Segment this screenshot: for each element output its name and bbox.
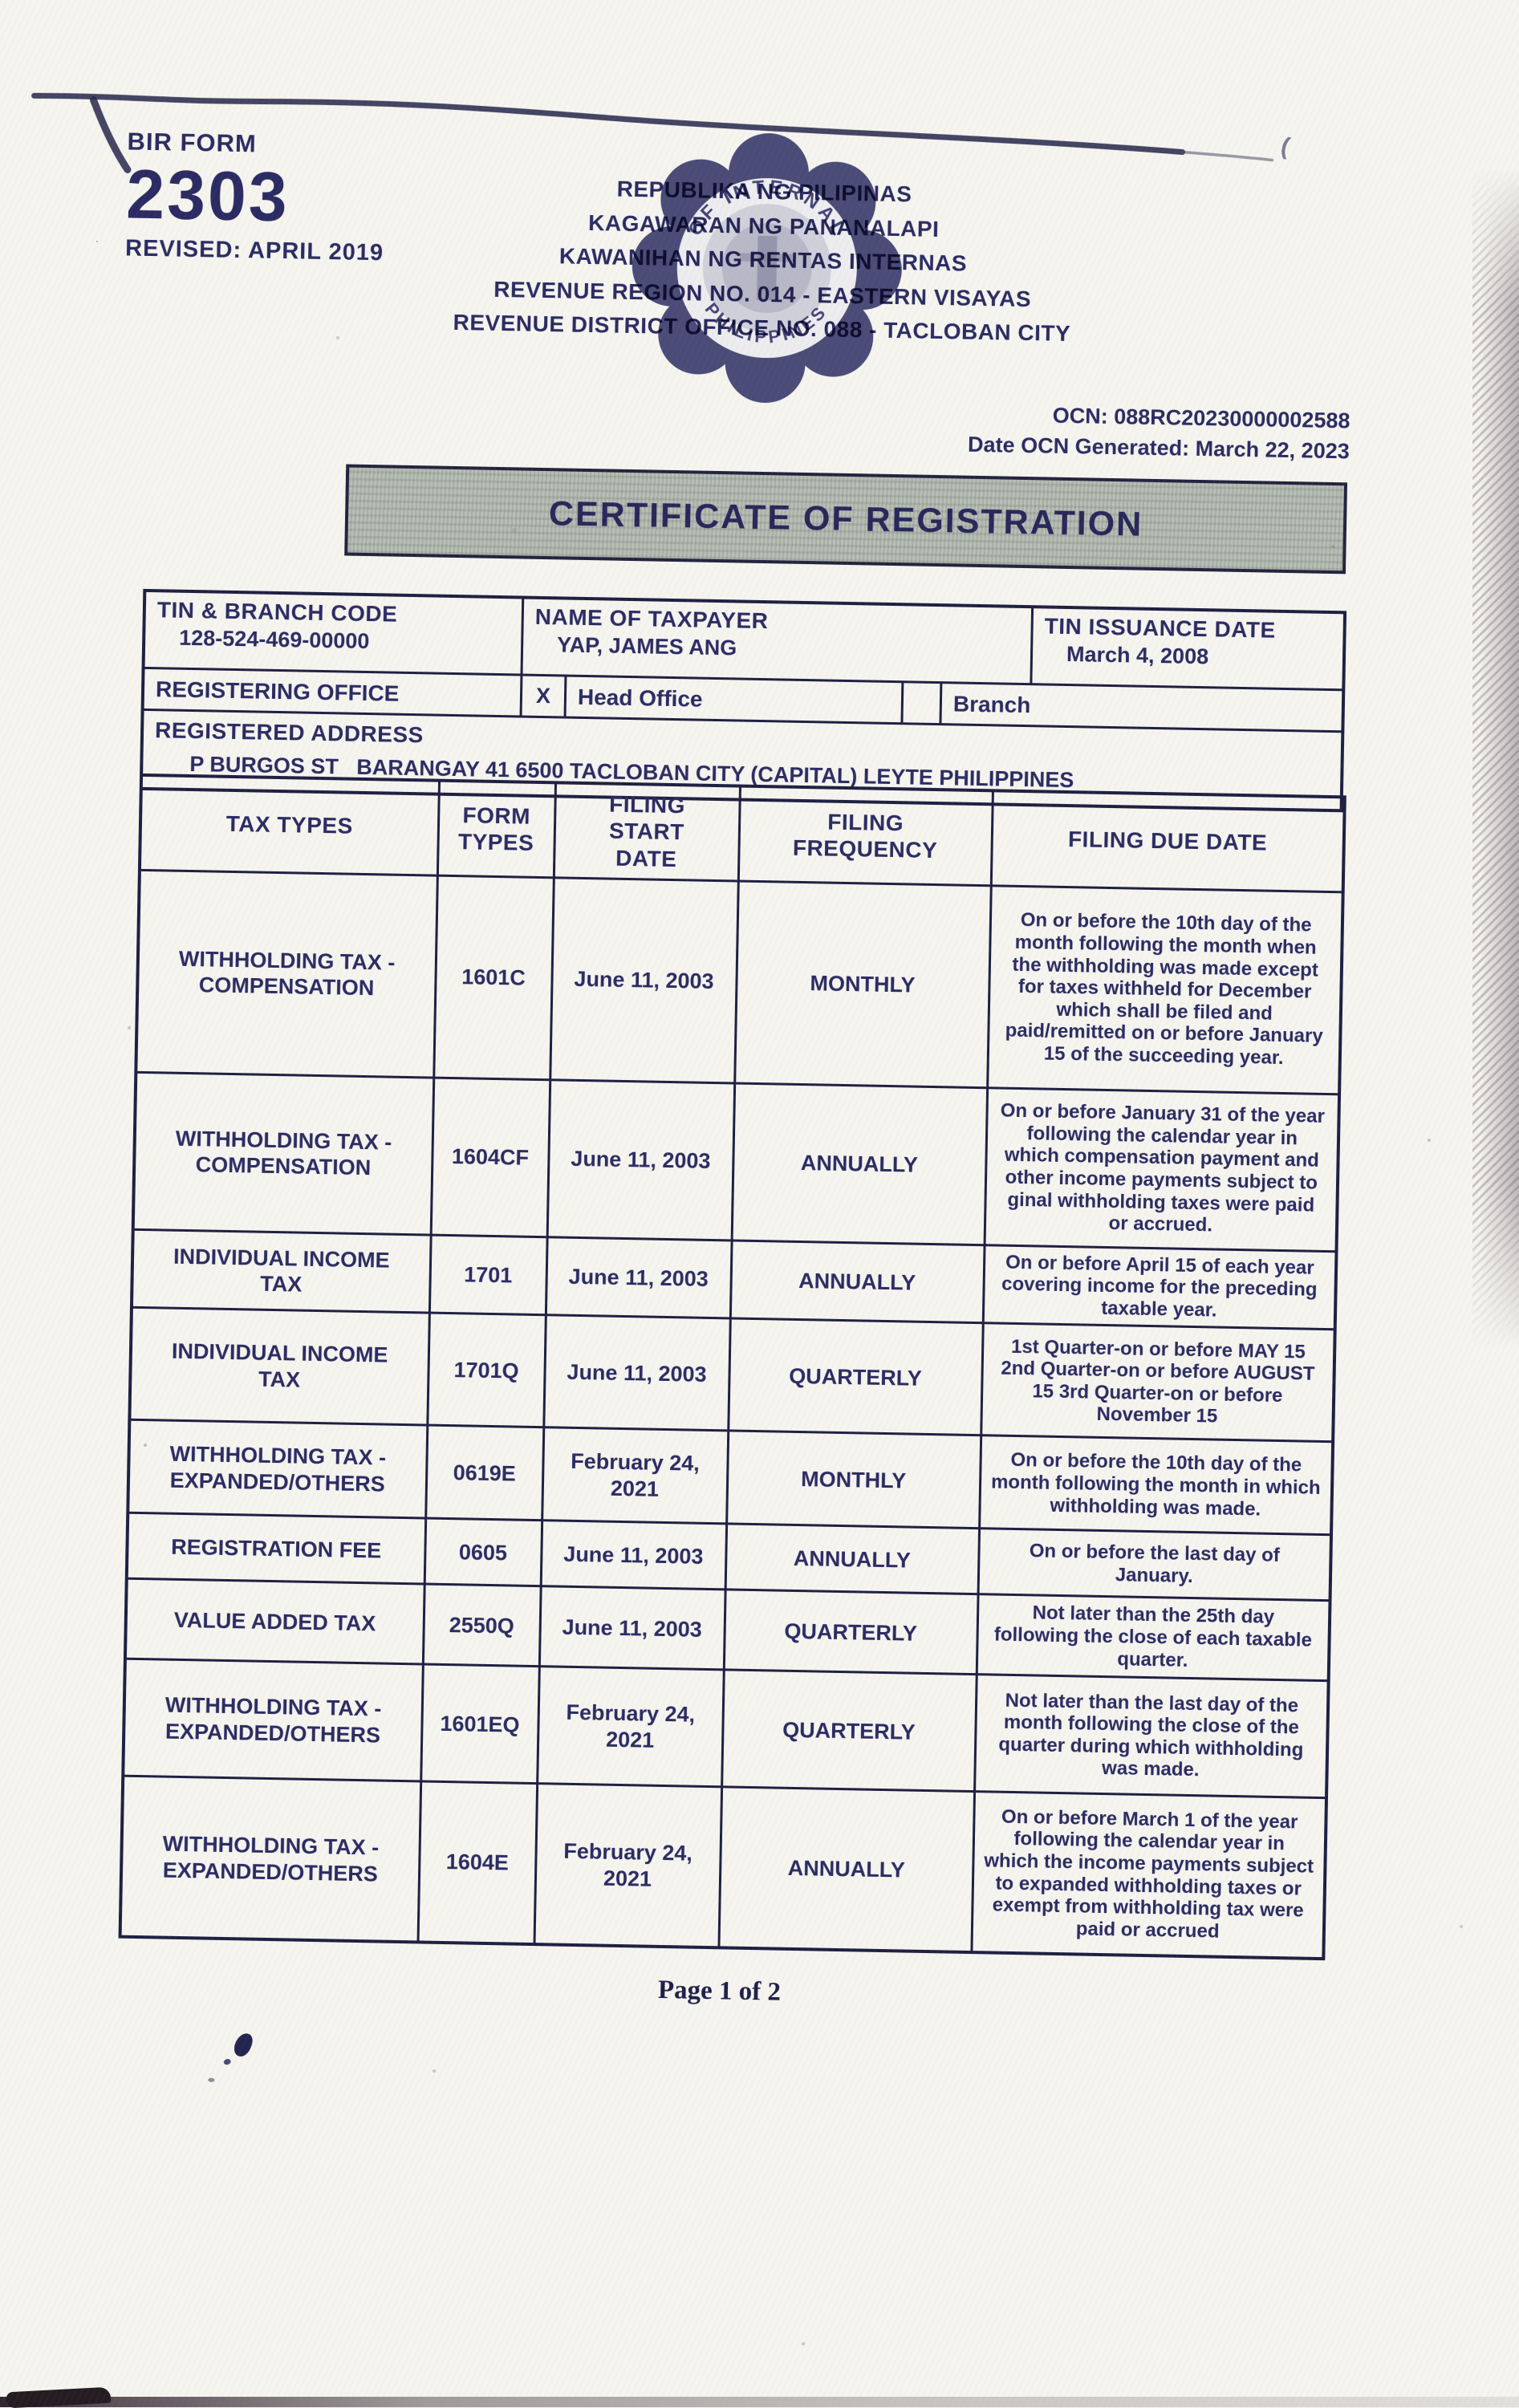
form-type-cell: 1601C	[433, 875, 554, 1080]
taxpayer-name-cell: NAME OF TAXPAYER YAP, JAMES ANG	[522, 599, 1034, 686]
filing-frequency-cell: ANNUALLY	[718, 1787, 975, 1952]
form-type-cell: 1604CF	[430, 1077, 550, 1237]
filing-start-date-cell: February 24, 2021	[537, 1666, 724, 1788]
filing-due-date-cell: On or before March 1 of the year followi…	[971, 1791, 1326, 1959]
filing-start-date-cell: June 11, 2003	[545, 1236, 732, 1319]
filing-frequency-cell: QUARTERLY	[728, 1318, 983, 1435]
tax-type-cell: VALUE ADDED TAX	[124, 1578, 424, 1665]
form-type-cell: 1701	[428, 1234, 547, 1316]
scan-bottom-edge-artifact	[0, 2397, 1519, 2407]
filing-start-date-cell: June 11, 2003	[546, 1079, 735, 1241]
form-type-cell: 2550Q	[422, 1584, 541, 1667]
tax-type-cell: INDIVIDUAL INCOME TAX	[131, 1228, 431, 1314]
bir-form-label: BIR FORM	[127, 127, 258, 158]
filing-frequency-cell: QUARTERLY	[723, 1590, 978, 1675]
form-type-cell: 1701Q	[427, 1313, 546, 1427]
table-row: WITHHOLDING TAX - COMPENSATION 1604CF Ju…	[132, 1071, 1340, 1252]
tax-type-cell: INDIVIDUAL INCOME TAX	[129, 1307, 429, 1426]
column-header-filing-start-date: FILING START DATE	[553, 782, 740, 881]
branch-label: Branch	[941, 684, 1342, 733]
head-office-checkbox: X	[522, 676, 567, 719]
tax-type-cell: WITHHOLDING TAX - COMPENSATION	[136, 869, 437, 1078]
page-number: Page 1 of 2	[657, 1975, 782, 2007]
form-type-cell: 1604E	[417, 1781, 538, 1944]
certificate-title-banner: CERTIFICATE OF REGISTRATION	[344, 464, 1348, 575]
filing-start-date-cell: June 11, 2003	[538, 1586, 725, 1671]
column-header-filing-frequency: FILING FREQUENCY	[737, 786, 993, 886]
tax-type-cell: REGISTRATION FEE	[126, 1513, 426, 1585]
tin-issuance-date-cell: TIN ISSUANCE DATE March 4, 2008	[1032, 608, 1344, 692]
tax-type-cell: WITHHOLDING TAX - COMPENSATION	[132, 1071, 434, 1235]
ink-speck-artifact	[208, 2077, 215, 2082]
filing-frequency-cell: MONTHLY	[734, 880, 991, 1088]
filing-due-date-cell: On or before the last day of January.	[977, 1528, 1332, 1601]
filing-start-date-cell: February 24, 2021	[534, 1783, 722, 1948]
column-header-tax-types: TAX TYPES	[139, 774, 440, 875]
filing-frequency-cell: ANNUALLY	[729, 1240, 985, 1323]
pen-mark-artifact: (	[1278, 132, 1293, 160]
filing-due-date-cell: Not later than the last day of the month…	[974, 1674, 1329, 1798]
filing-start-date-cell: June 11, 2003	[550, 877, 738, 1083]
registering-office-label: REGISTERING OFFICE	[144, 668, 523, 718]
table-row: WITHHOLDING TAX - EXPANDED/OTHERS 1604E …	[120, 1776, 1326, 1959]
filing-frequency-cell: QUARTERLY	[721, 1670, 977, 1792]
filing-frequency-cell: MONTHLY	[726, 1431, 981, 1529]
tax-type-cell: WITHHOLDING TAX - EXPANDED/OTHERS	[123, 1659, 423, 1782]
tin-branch-code-label: TIN & BRANCH CODE	[156, 597, 398, 627]
form-type-cell: 0605	[424, 1518, 542, 1586]
ink-blot-artifact	[231, 2031, 255, 2059]
filing-due-date-cell: On or before April 15 of each year cover…	[982, 1245, 1337, 1330]
filing-due-date-cell: Not later than the 25th day following th…	[976, 1594, 1330, 1681]
filing-start-date-cell: February 24, 2021	[542, 1427, 729, 1525]
filing-due-date-cell: 1st Quarter-on or before MAY 15 2nd Quar…	[981, 1322, 1335, 1443]
filing-start-date-cell: June 11, 2003	[540, 1520, 727, 1590]
table-row: WITHHOLDING TAX - COMPENSATION 1601C Jun…	[136, 869, 1343, 1094]
filing-due-date-cell: On or before the 10th day of the month f…	[987, 885, 1343, 1094]
table-row: WITHHOLDING TAX - EXPANDED/OTHERS 1601EQ…	[123, 1659, 1329, 1798]
branch-checkbox	[903, 683, 943, 726]
tin-issuance-date-value: March 4, 2008	[1066, 641, 1209, 669]
certificate-title: CERTIFICATE OF REGISTRATION	[548, 493, 1143, 544]
tax-types-table: TAX TYPES FORM TYPES FILING START DATE F…	[118, 773, 1346, 1960]
bir-seal-icon: OF INTERNAL PHILIPPINES	[632, 133, 902, 404]
table-row: INDIVIDUAL INCOME TAX 1701Q June 11, 200…	[129, 1307, 1335, 1443]
filing-frequency-cell: ANNUALLY	[725, 1524, 980, 1594]
agency-header: REPUBLIKA NG PILIPINAS KAGAWARAN NG PANA…	[0, 160, 1519, 359]
filing-due-date-cell: On or before the 10th day of the month f…	[979, 1435, 1334, 1535]
filing-frequency-cell: ANNUALLY	[731, 1082, 988, 1245]
tin-branch-code-value: 128-524-469-00000	[178, 625, 370, 654]
filing-start-date-cell: June 11, 2003	[543, 1315, 730, 1431]
head-office-label: Head Office	[566, 676, 904, 725]
ink-speck-artifact	[222, 2057, 232, 2066]
form-type-cell: 1601EQ	[420, 1664, 539, 1784]
tin-issuance-date-label: TIN ISSUANCE DATE	[1044, 613, 1276, 643]
tin-branch-code-cell: TIN & BRANCH CODE 128-524-469-00000	[144, 591, 525, 676]
filing-due-date-cell: On or before January 31 of the year foll…	[984, 1087, 1340, 1252]
column-header-form-types: FORM TYPES	[437, 780, 556, 878]
tax-type-cell: WITHHOLDING TAX - EXPANDED/OTHERS	[120, 1776, 421, 1943]
column-header-filing-due-date: FILING DUE DATE	[990, 790, 1345, 892]
tax-type-cell: WITHHOLDING TAX - EXPANDED/OTHERS	[128, 1419, 428, 1519]
form-type-cell: 0619E	[425, 1425, 544, 1521]
